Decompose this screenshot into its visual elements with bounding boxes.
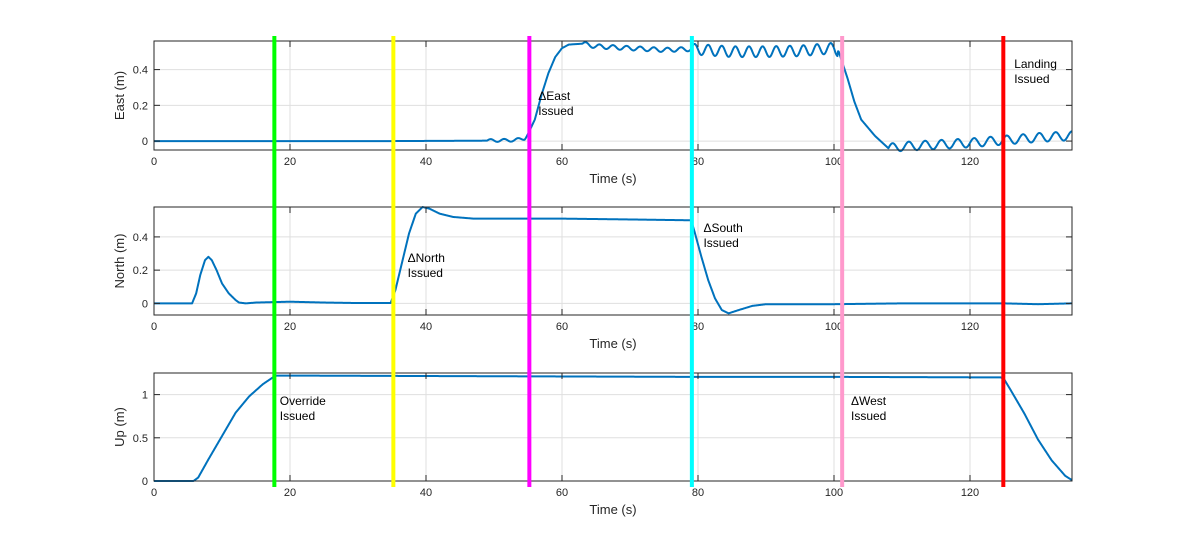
east-x-tick-label: 20 (284, 156, 296, 168)
up-annotation-line: Issued (280, 409, 315, 423)
north-axes-box (153, 206, 1073, 316)
north-x-tick-label: 100 (825, 321, 843, 333)
north-panel: 0 20 40 60 80 100 120 0 0.2 0.4 Time (s) North (m) (112, 206, 1073, 351)
up-annotation-line: Issued (851, 409, 886, 423)
up-plot-area (154, 373, 1072, 481)
east-y-tick-label: 0.4 (133, 65, 148, 77)
north-x-tick-label: 120 (961, 321, 979, 333)
north-y-tick-label: 0.4 (133, 232, 148, 244)
east-x-tick-label: 40 (420, 156, 432, 168)
north-plot-area (154, 207, 1072, 315)
north-x-tick-label: 60 (556, 321, 568, 333)
up-x-tick-label: 20 (284, 487, 296, 499)
up-y-tick-label: 0 (142, 476, 148, 488)
east-y-tick-label: 0 (142, 136, 148, 148)
east-annotation-line: Landing (1014, 57, 1057, 71)
east-annotation-line: Issued (1014, 72, 1049, 86)
east-axes-box (153, 40, 1073, 151)
up-annotation: Override Issued (280, 394, 326, 423)
up-x-tick-label: 120 (961, 487, 979, 499)
north-x-tick-label: 80 (692, 321, 704, 333)
east-x-tick-label: 80 (692, 156, 704, 168)
north-x-tick-label: 20 (284, 321, 296, 333)
up-x-tick-label: 40 (420, 487, 432, 499)
north-annotation-line: Issued (408, 266, 443, 280)
up-annotation-line: Override (280, 394, 326, 408)
north-y-axis-label: North (m) (112, 234, 127, 289)
up-x-tick-label: 60 (556, 487, 568, 499)
up-y-tick-label: 0.5 (133, 433, 148, 445)
east-annotation: Landing Issued (1014, 57, 1057, 86)
east-panel: 0 20 40 60 80 100 120 0 0.2 0.4 Time (s) East (m) (112, 40, 1073, 186)
up-x-tick-label: 100 (825, 487, 843, 499)
north-annotation-line: Issued (703, 236, 738, 250)
east-annotation: ΔEast Issued (538, 89, 573, 118)
east-x-tick-label: 60 (556, 156, 568, 168)
north-x-axis-label: Time (s) (589, 336, 636, 351)
north-annotation-line: ΔNorth (408, 251, 445, 265)
east-annotation-line: Issued (538, 104, 573, 118)
north-x-tick-label: 40 (420, 321, 432, 333)
north-y-tick-label: 0 (142, 298, 148, 310)
east-plot-area (154, 41, 1072, 150)
up-x-axis-label: Time (s) (589, 502, 636, 517)
north-annotation-line: ΔSouth (703, 221, 742, 235)
north-x-tick-label: 0 (151, 321, 157, 333)
east-y-axis-label: East (m) (112, 71, 127, 120)
north-annotation: ΔNorth Issued (408, 251, 445, 280)
east-x-axis-label: Time (s) (589, 171, 636, 186)
east-series-line (153, 41, 1073, 153)
up-series-line (153, 374, 1073, 482)
up-annotation-line: ΔWest (851, 394, 887, 408)
up-panel: 0 20 40 60 80 100 120 0 0.5 1 Time (s) Up (m) (112, 372, 1073, 517)
north-annotation: ΔSouth Issued (703, 221, 742, 250)
up-axes-box (153, 372, 1073, 482)
up-x-tick-label: 80 (692, 487, 704, 499)
north-series-line (153, 206, 1073, 315)
east-x-tick-label: 100 (825, 156, 843, 168)
east-y-tick-label: 0.2 (133, 100, 148, 112)
east-x-tick-label: 0 (151, 156, 157, 168)
up-y-tick-label: 1 (142, 390, 148, 402)
north-y-tick-label: 0.2 (133, 265, 148, 277)
east-annotation-line: ΔEast (538, 89, 571, 103)
up-x-tick-label: 0 (151, 487, 157, 499)
east-x-tick-label: 120 (961, 156, 979, 168)
up-annotation: ΔWest Issued (851, 394, 887, 423)
up-y-axis-label: Up (m) (112, 407, 127, 447)
